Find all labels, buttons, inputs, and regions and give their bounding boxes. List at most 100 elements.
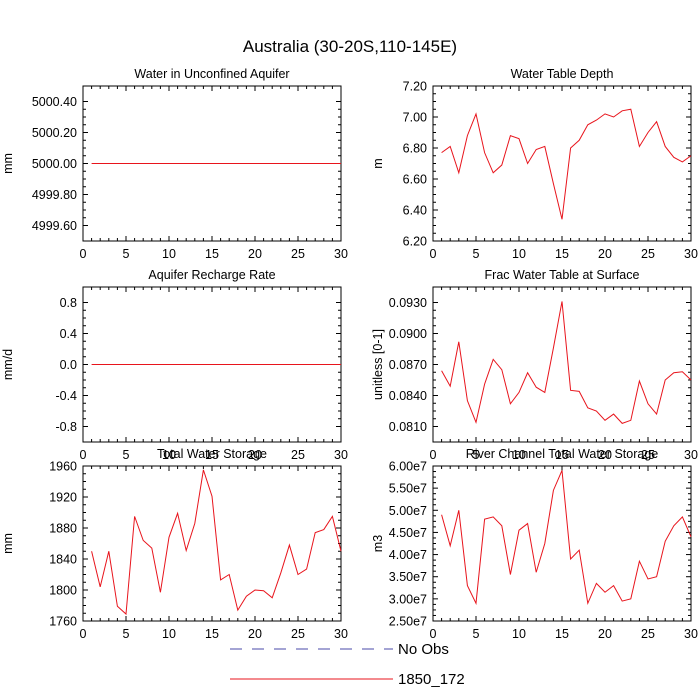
x-tick-label: 0 (80, 448, 87, 462)
x-tick-label: 15 (555, 247, 569, 261)
y-tick-label: -0.4 (55, 389, 77, 403)
x-tick-label: 10 (512, 247, 526, 261)
y-tick-label: 5000.20 (32, 126, 77, 140)
y-tick-label: 6.00e7 (389, 460, 427, 474)
x-tick-label: 25 (291, 247, 305, 261)
x-tick-label: 5 (123, 448, 130, 462)
y-tick-label: 5.00e7 (389, 504, 427, 518)
y-tick-label: 0.4 (60, 327, 77, 341)
y-tick-label: 7.00 (403, 111, 427, 125)
x-tick-label: 25 (291, 627, 305, 641)
x-tick-label: 30 (684, 247, 698, 261)
y-tick-label: 4999.80 (32, 188, 77, 202)
panel-title: Frac Water Table at Surface (485, 268, 640, 282)
x-tick-label: 5 (473, 247, 480, 261)
y-axis-label: mm (1, 153, 15, 174)
x-tick-label: 20 (248, 448, 262, 462)
y-tick-label: 4.00e7 (389, 548, 427, 562)
x-tick-label: 30 (334, 627, 348, 641)
x-tick-label: 0 (430, 448, 437, 462)
panel-title: Water Table Depth (511, 67, 614, 81)
panel-water-table-depth: Water Table Depth 0 5 10 15 20 25 30 6.20 6.40 6.6… (371, 67, 698, 261)
x-tick-label: 5 (123, 627, 130, 641)
y-tick-label: 2.50e7 (389, 615, 427, 629)
y-tick-label: 3.00e7 (389, 592, 427, 606)
y-tick-label: 5000.00 (32, 157, 77, 171)
panel-title: Aquifer Recharge Rate (148, 268, 275, 282)
y-tick-label: 1800 (49, 584, 77, 598)
x-tick-label: 10 (512, 448, 526, 462)
x-tick-label: 20 (248, 247, 262, 261)
x-tick-label: 20 (598, 247, 612, 261)
y-tick-label: 6.60 (403, 173, 427, 187)
y-tick-label: 0.0810 (389, 420, 427, 434)
y-tick-label: 5000.40 (32, 95, 77, 109)
panel-title: River Channel Total Water Storage (466, 447, 659, 461)
y-tick-label: 1920 (49, 491, 77, 505)
plot-frame (432, 286, 692, 443)
y-tick-label: 6.20 (403, 235, 427, 249)
x-tick-label: 5 (473, 627, 480, 641)
x-tick-label: 5 (123, 247, 130, 261)
y-tick-label: 0.0870 (389, 358, 427, 372)
x-tick-label: 15 (205, 448, 219, 462)
panel-frac-water-table-at-surface: Frac Water Table at Surface 0 5 10 15 20 25 30 0… (371, 268, 698, 462)
series-line-1850-172 (441, 470, 692, 606)
y-tick-label: 0.0930 (389, 296, 427, 310)
panel-title: Total Water Storage (157, 447, 267, 461)
y-tick-label: 1880 (49, 522, 77, 536)
series-line-1850-172 (441, 108, 692, 220)
y-tick-label: 5.50e7 (389, 482, 427, 496)
x-tick-label: 0 (430, 627, 437, 641)
legend-label-1850-172: 1850_172 (398, 671, 465, 688)
x-tick-label: 15 (555, 627, 569, 641)
y-axis-label: mm/d (1, 349, 15, 380)
y-tick-label: 0.0900 (389, 327, 427, 341)
panel-title: Water in Unconfined Aquifer (134, 67, 289, 81)
panel-water-in-unconfined-aquifer: Water in Unconfined Aquifer 0 5 10 15 20 25 30 4… (1, 67, 348, 261)
panel-aquifer-recharge-rate: Aquifer Recharge Rate 0 5 10 15 20 25 30 -0.8 -0.… (1, 268, 348, 462)
x-tick-label: 15 (555, 448, 569, 462)
panel-river-channel-total-water-storage: River Channel Total Water Storage 0 5 10 15 2… (371, 447, 698, 641)
y-tick-label: 0.0840 (389, 389, 427, 403)
y-tick-label: 0.0 (60, 358, 77, 372)
y-tick-label: 4999.60 (32, 219, 77, 233)
y-axis-label: m3 (371, 535, 385, 552)
panel-grid: Water in Unconfined Aquifer 0 5 10 15 20 25 30 4… (1, 67, 698, 641)
y-tick-label: 1960 (49, 460, 77, 474)
y-tick-label: 6.40 (403, 204, 427, 218)
y-axis-label: m (371, 158, 385, 168)
figure-title: Australia (30-20S,110-145E) (243, 37, 457, 56)
x-tick-label: 10 (512, 627, 526, 641)
plot-frame (432, 465, 692, 622)
x-tick-label: 15 (205, 627, 219, 641)
x-tick-label: 30 (334, 247, 348, 261)
x-tick-label: 10 (162, 448, 176, 462)
y-tick-label: 1840 (49, 553, 77, 567)
x-tick-label: 30 (334, 448, 348, 462)
x-tick-label: 0 (430, 247, 437, 261)
x-tick-label: 20 (248, 627, 262, 641)
y-tick-label: 4.50e7 (389, 526, 427, 540)
y-tick-label: -0.8 (55, 420, 77, 434)
x-tick-label: 25 (641, 448, 655, 462)
x-tick-label: 0 (80, 627, 87, 641)
x-tick-label: 20 (598, 627, 612, 641)
y-tick-label: 3.50e7 (389, 570, 427, 584)
x-tick-label: 30 (684, 627, 698, 641)
plot-frame (82, 465, 342, 622)
x-tick-label: 10 (162, 247, 176, 261)
y-tick-label: 1760 (49, 615, 77, 629)
series-line-1850-172 (91, 469, 342, 616)
x-tick-label: 25 (641, 627, 655, 641)
y-axis-label: mm (1, 533, 15, 554)
series-line-1850-172 (441, 301, 692, 425)
x-tick-label: 5 (473, 448, 480, 462)
x-tick-label: 30 (684, 448, 698, 462)
legend-label-no-obs: No Obs (398, 641, 449, 658)
x-tick-label: 25 (291, 448, 305, 462)
y-tick-label: 6.80 (403, 142, 427, 156)
panel-total-water-storage: Total Water Storage 0 5 10 15 20 25 30 1760 1800 1… (1, 447, 348, 641)
y-axis-label: unitless [0-1] (371, 329, 385, 400)
